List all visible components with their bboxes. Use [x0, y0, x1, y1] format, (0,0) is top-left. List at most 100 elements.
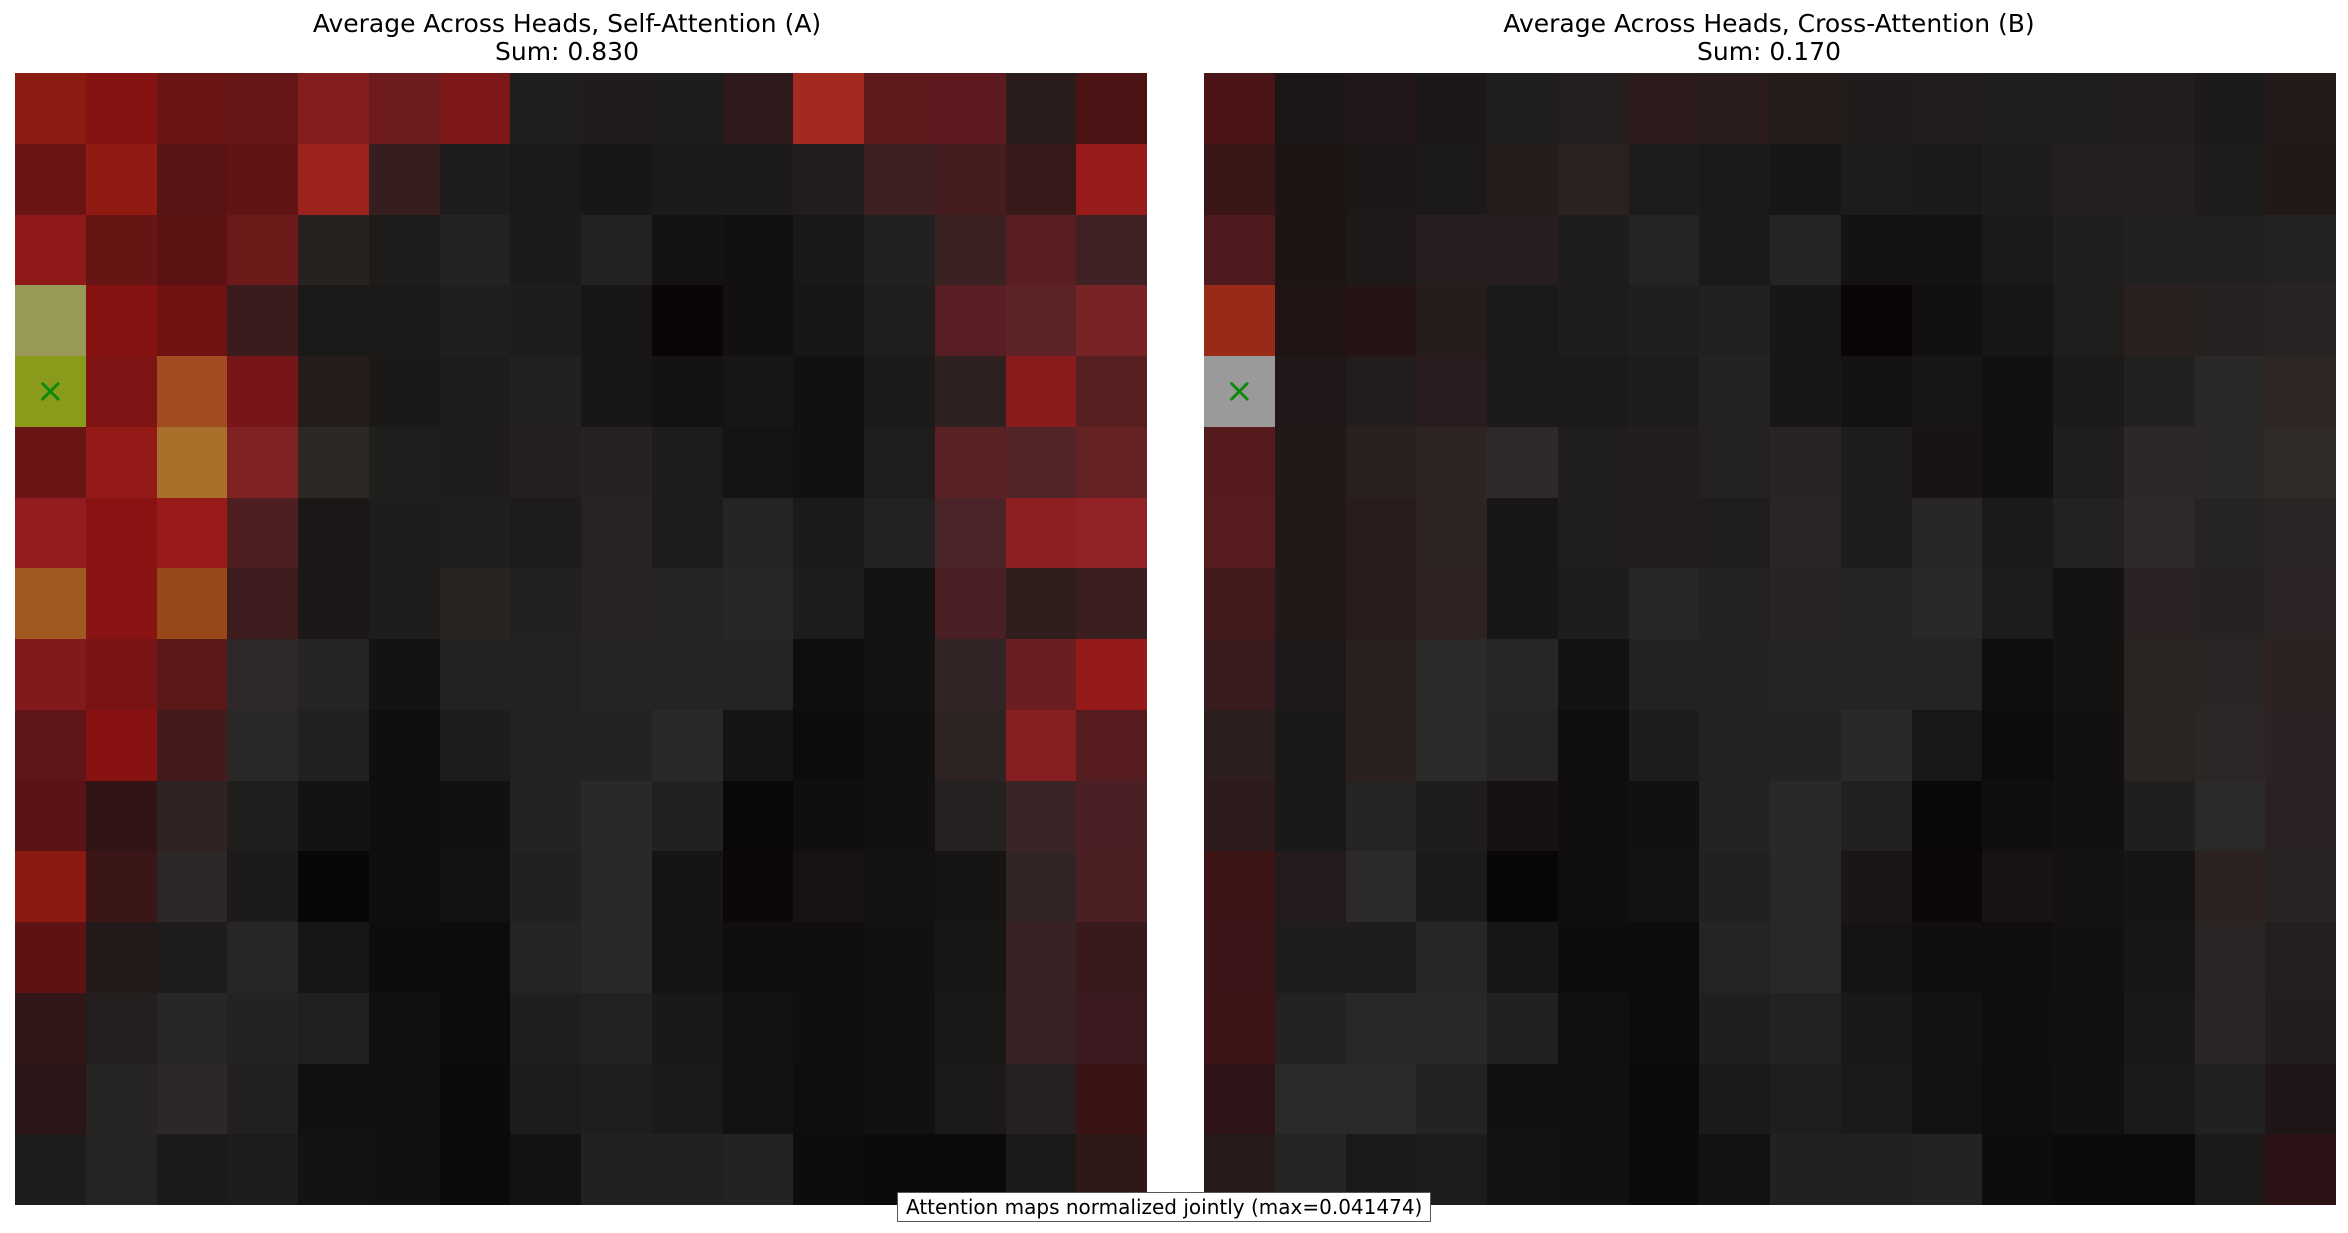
heatmap-cell	[1005, 851, 1077, 922]
heatmap-cell	[510, 143, 581, 215]
heatmap-cell	[2194, 780, 2266, 852]
heatmap-cell	[722, 214, 794, 286]
heatmap-cell	[439, 780, 511, 852]
heatmap-cell	[1274, 709, 1346, 781]
heatmap-cell	[227, 1134, 298, 1205]
heatmap-cell	[510, 426, 581, 498]
heatmap-cell	[85, 426, 157, 498]
heatmap-cell	[2123, 639, 2195, 710]
heatmap-cell	[2265, 497, 2336, 569]
heatmap-cell	[368, 143, 440, 215]
heatmap-cell	[1076, 497, 1147, 569]
heatmap-cell	[1840, 922, 1912, 993]
heatmap-cell	[1840, 1134, 1912, 1205]
heatmap-cell	[722, 285, 794, 356]
heatmap-cell	[1487, 426, 1558, 498]
heatmap-cell	[793, 426, 864, 498]
heatmap-cell	[1005, 214, 1077, 286]
heatmap-cell	[581, 992, 652, 1064]
heatmap-cell	[1416, 497, 1487, 569]
heatmap-cell	[1628, 497, 1700, 569]
heatmap-cell	[1487, 1134, 1558, 1205]
heatmap-cell	[864, 426, 935, 498]
heatmap-cell	[722, 73, 794, 144]
heatmap-cell	[1416, 780, 1487, 852]
heatmap-cell	[1628, 73, 1700, 144]
heatmap-cell	[1274, 143, 1346, 215]
heatmap-cell	[1628, 780, 1700, 852]
heatmap-cell	[1699, 709, 1770, 781]
heatmap-cell	[156, 1134, 228, 1205]
heatmap-cell	[934, 851, 1006, 922]
heatmap-cell	[2053, 780, 2124, 852]
heatmap-cell	[651, 73, 723, 144]
heatmap-cell	[1557, 285, 1629, 356]
heatmap-cell	[1204, 214, 1275, 286]
heatmap-cell	[298, 1063, 369, 1135]
heatmap-cell	[15, 143, 86, 215]
heatmap-cell	[227, 285, 298, 356]
heatmap-cell	[1911, 568, 1983, 639]
heatmap-cell	[1076, 709, 1147, 781]
heatmap-cell	[510, 285, 581, 356]
heatmap-cell	[227, 356, 298, 427]
heatmap-cell	[2265, 639, 2336, 710]
heatmap-cell	[1076, 568, 1147, 639]
heatmap-cell	[793, 497, 864, 569]
heatmap-cell	[2123, 922, 2195, 993]
heatmap-cell	[1840, 285, 1912, 356]
heatmap-cell	[1911, 922, 1983, 993]
heatmap-cell	[1557, 709, 1629, 781]
heatmap-cell	[298, 639, 369, 710]
heatmap-cell	[368, 497, 440, 569]
heatmap-cell	[864, 922, 935, 993]
heatmap-cell	[1345, 426, 1417, 498]
heatmap-cell	[1557, 73, 1629, 144]
heatmap-cell	[2265, 73, 2336, 144]
heatmap-cell	[1911, 709, 1983, 781]
heatmap-cell	[1840, 497, 1912, 569]
heatmap-cell	[368, 568, 440, 639]
heatmap-cell	[864, 214, 935, 286]
heatmap-cell	[1416, 143, 1487, 215]
heatmap-cell	[2265, 568, 2336, 639]
heatmap-cell	[1699, 73, 1770, 144]
heatmap-cell	[1416, 709, 1487, 781]
heatmap-cell	[1628, 639, 1700, 710]
heatmap-cell	[722, 1134, 794, 1205]
heatmap-cell	[1628, 143, 1700, 215]
heatmap-cell	[227, 73, 298, 144]
heatmap-cell	[1204, 992, 1275, 1064]
heatmap-cell	[439, 143, 511, 215]
heatmap-cell	[651, 568, 723, 639]
heatmap-cell	[2194, 143, 2266, 215]
heatmap-cell	[1557, 143, 1629, 215]
heatmap-cell	[2123, 214, 2195, 286]
heatmap-cell	[1911, 73, 1983, 144]
heatmap-cell	[2265, 143, 2336, 215]
heatmap-cell	[1416, 568, 1487, 639]
heatmap-cell	[1345, 497, 1417, 569]
heatmap-cell	[1005, 285, 1077, 356]
heatmap-cell	[227, 639, 298, 710]
heatmap-cell	[227, 426, 298, 498]
heatmap-cell	[1699, 568, 1770, 639]
heatmap-cell	[934, 992, 1006, 1064]
heatmap-cell	[1770, 639, 1841, 710]
heatmap-cell	[227, 922, 298, 993]
heatmap-cell: ×	[1204, 356, 1275, 427]
heatmap-cell	[510, 709, 581, 781]
heatmap-cell	[793, 73, 864, 144]
heatmap-cell	[227, 143, 298, 215]
heatmap-cell	[15, 709, 86, 781]
heatmap-cell	[2123, 1063, 2195, 1135]
heatmap-cell	[2053, 568, 2124, 639]
heatmap-cell	[368, 426, 440, 498]
heatmap-cell	[1982, 356, 2053, 427]
heatmap-cell	[1982, 426, 2053, 498]
heatmap-cell	[722, 356, 794, 427]
heatmap-cell	[864, 143, 935, 215]
heatmap-cell	[1345, 214, 1417, 286]
cross-attention-title: Average Across Heads, Cross-Attention (B…	[1202, 10, 2336, 66]
heatmap-cell	[2194, 1063, 2266, 1135]
